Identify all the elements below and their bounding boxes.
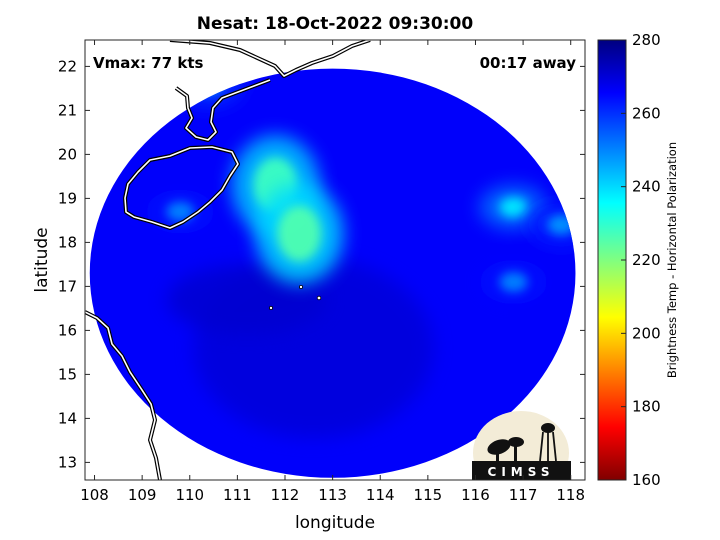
colorbar-tick-label: 180 [632,398,661,416]
hainan-coast [124,146,239,229]
colorbar-tick-label: 200 [632,324,661,342]
y-tick-label: 13 [58,453,77,471]
colorbar-ticks: 160 180 200 220 240 260 280 [621,31,661,489]
coastlines [85,40,371,480]
y-tick-label: 17 [58,277,77,295]
x-tick-label: 108 [80,486,109,504]
cloud-feature-core [166,201,195,222]
dark-ocean-region [166,264,327,335]
x-tick-label: 109 [128,486,157,504]
y-tick-label: 19 [58,189,77,207]
vietnam-coast [85,311,161,480]
x-tick-label: 118 [556,486,585,504]
x-tick-label: 113 [318,486,347,504]
x-axis: 108 109 110 111 112 113 114 115 116 117 118 [80,40,585,504]
cloud-feature-core [277,205,322,262]
logo-banner [472,461,571,480]
y-tick-label: 16 [58,321,77,339]
cloud-features [146,68,576,438]
water-tower-icon [541,423,555,433]
logo-text: CIMSS [488,465,555,479]
axes-box [84,39,586,481]
x-tick-label: 110 [175,486,204,504]
vmax-annotation: Vmax: 77 kts [93,54,203,72]
islet [298,284,303,289]
colorbar-tick-label: 160 [632,471,661,489]
colorbar-tick-label: 240 [632,178,661,196]
cloud-feature-core [499,197,528,218]
colorbar-tick-label: 260 [632,104,661,122]
y-tick-label: 22 [58,57,77,75]
colorbar-tick-label: 280 [632,31,661,49]
x-tick-label: 114 [366,486,395,504]
x-tick-label: 112 [271,486,300,504]
y-tick-label: 18 [58,233,77,251]
x-tick-label: 116 [461,486,490,504]
colorbar-tick-label: 220 [632,251,661,269]
brightness-temperature-swath [89,68,576,478]
y-tick-label: 14 [58,409,77,427]
y-tick-label: 20 [58,145,77,163]
y-tick-label: 15 [58,365,77,383]
x-tick-label: 115 [414,486,443,504]
x-tick-label: 111 [223,486,252,504]
islet [268,305,273,310]
plot-area: CIMSS Vmax: 77 kts 00:17 away [85,40,585,480]
south-china-coast [169,40,371,77]
chart-title: Nesat: 18-Oct-2022 09:30:00 [197,14,474,34]
islet [316,295,322,301]
y-axis: 13 14 15 16 17 18 19 20 21 22 [58,57,585,471]
colorbar-label: Brightness Temp - Horizontal Polarizatio… [665,142,679,378]
leizhou-coast [175,79,271,141]
satellite-dish-icon [487,439,511,455]
cloud-feature-core [499,272,528,292]
satellite-dish-icon [508,437,524,447]
y-axis-label: latitude [32,227,52,292]
x-tick-label: 117 [509,486,538,504]
time-away-annotation: 00:17 away [480,54,577,72]
y-tick-label: 21 [58,101,77,119]
cimss-logo: CIMSS [472,411,571,480]
x-axis-label: longitude [295,513,375,533]
